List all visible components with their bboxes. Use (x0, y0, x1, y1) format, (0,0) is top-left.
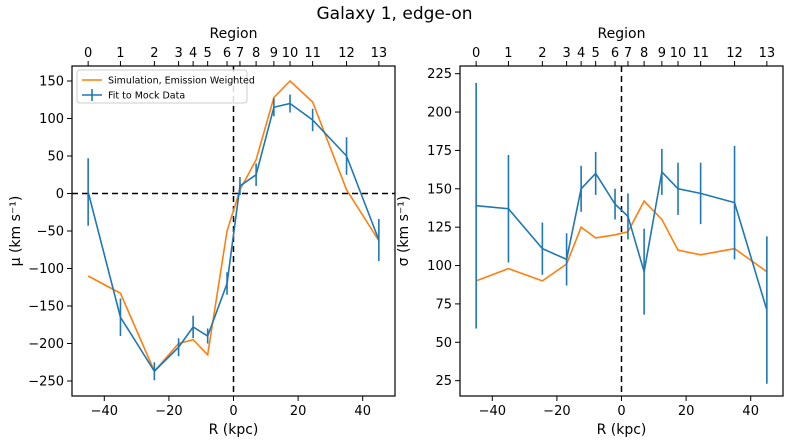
region-tick-label: 6 (611, 46, 619, 61)
region-tick-label: 1 (116, 46, 124, 61)
top-axis-label: Region (598, 26, 646, 42)
x-tick-label: 20 (678, 404, 695, 419)
region-tick-label: 2 (538, 46, 546, 61)
region-tick-label: 5 (204, 46, 212, 61)
y-tick-label: 150 (39, 75, 64, 90)
region-tick-label: 10 (282, 46, 299, 61)
x-tick-label: −20 (543, 404, 570, 419)
region-tick-label: 12 (338, 46, 355, 61)
y-tick-label: 225 (427, 67, 452, 82)
y-tick-label: 25 (435, 374, 452, 389)
region-tick-label: 11 (304, 46, 321, 61)
region-tick-label: 2 (150, 46, 158, 61)
region-tick-label: 3 (562, 46, 570, 61)
y-tick-label: 50 (435, 336, 452, 351)
x-tick-label: −40 (479, 404, 506, 419)
x-tick-label: 40 (354, 404, 371, 419)
legend-label: Simulation, Emission Weighted (108, 76, 255, 87)
region-tick-label: 4 (577, 46, 585, 61)
region-tick-label: 1 (504, 46, 512, 61)
x-tick-label: 20 (290, 404, 307, 419)
y-tick-label: −100 (28, 262, 64, 277)
y-axis-label: μ (km s⁻¹) (8, 196, 24, 267)
x-tick-label: 0 (229, 404, 237, 419)
legend: Simulation, Emission Weighted Fit to Mock… (77, 70, 255, 103)
y-tick-label: −150 (28, 300, 64, 315)
x-axis-label: R (kpc) (597, 422, 647, 438)
region-tick-label: 8 (640, 46, 648, 61)
region-tick-label: 5 (592, 46, 600, 61)
x-tick-label: 0 (617, 404, 625, 419)
region-tick-label: 12 (726, 46, 743, 61)
region-tick-label: 4 (189, 46, 197, 61)
region-tick-label: 7 (624, 46, 632, 61)
y-tick-label: 75 (435, 297, 452, 312)
y-axis-label: σ (km s⁻¹) (396, 196, 412, 267)
region-tick-label: 0 (472, 46, 480, 61)
y-tick-label: −50 (37, 225, 64, 240)
region-tick-label: 8 (252, 46, 260, 61)
y-tick-label: 100 (427, 259, 452, 274)
x-tick-label: −20 (155, 404, 182, 419)
region-tick-label: 9 (658, 46, 666, 61)
figure-title: Galaxy 1, edge-on (0, 4, 789, 24)
top-axis-label: Region (210, 26, 258, 42)
y-tick-label: −200 (28, 337, 64, 352)
y-tick-label: 50 (47, 150, 64, 165)
y-tick-label: 100 (39, 112, 64, 127)
y-tick-label: 175 (427, 144, 452, 159)
x-axis-label: R (kpc) (209, 422, 259, 438)
y-tick-label: 150 (427, 182, 452, 197)
x-tick-label: 40 (742, 404, 759, 419)
region-tick-label: 7 (236, 46, 244, 61)
y-tick-label: 200 (427, 106, 452, 121)
y-tick-label: 125 (427, 221, 452, 236)
region-tick-label: 9 (270, 46, 278, 61)
y-tick-label: 0 (56, 187, 64, 202)
region-tick-label: 0 (84, 46, 92, 61)
region-tick-label: 3 (174, 46, 182, 61)
region-tick-label: 10 (670, 46, 687, 61)
region-tick-label: 6 (223, 46, 231, 61)
region-tick-label: 11 (692, 46, 709, 61)
region-tick-label: 13 (759, 46, 776, 61)
x-tick-label: −40 (91, 404, 118, 419)
y-tick-label: −250 (28, 375, 64, 390)
legend-label: Fit to Mock Data (108, 91, 185, 102)
region-tick-label: 13 (371, 46, 388, 61)
